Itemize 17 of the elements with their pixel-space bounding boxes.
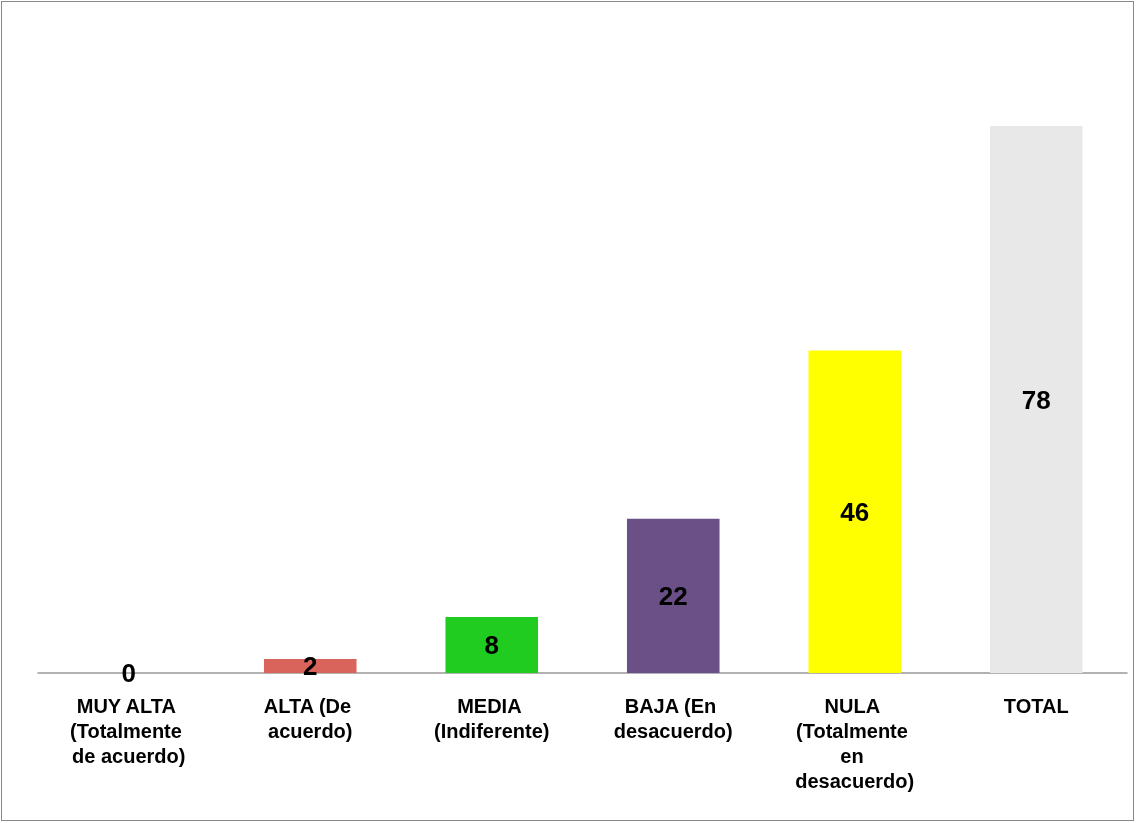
- bar: [989, 126, 1083, 673]
- data-label: 46: [840, 496, 870, 527]
- bar: [626, 518, 720, 673]
- bar: [808, 350, 902, 673]
- x-tick-label: MUY ALTA (Totalmente de acuerdo): [70, 694, 188, 767]
- x-tick-label: BAJA (En desacuerdo): [613, 694, 733, 742]
- data-label: 0: [121, 658, 136, 688]
- x-tick-label: TOTAL: [1003, 694, 1069, 717]
- x-tick-label: MEDIA (Indiferente): [433, 694, 550, 742]
- x-tick-label: ALTA (De acuerdo): [263, 694, 357, 742]
- bar: [445, 616, 539, 673]
- bar: [263, 658, 357, 673]
- x-tick-label: NULA (Totalmente en desacuerdo): [795, 694, 915, 792]
- data-label: 22: [658, 580, 688, 611]
- data-label: 8: [484, 629, 499, 660]
- data-label: 2: [303, 650, 318, 681]
- data-label: 78: [1021, 384, 1051, 415]
